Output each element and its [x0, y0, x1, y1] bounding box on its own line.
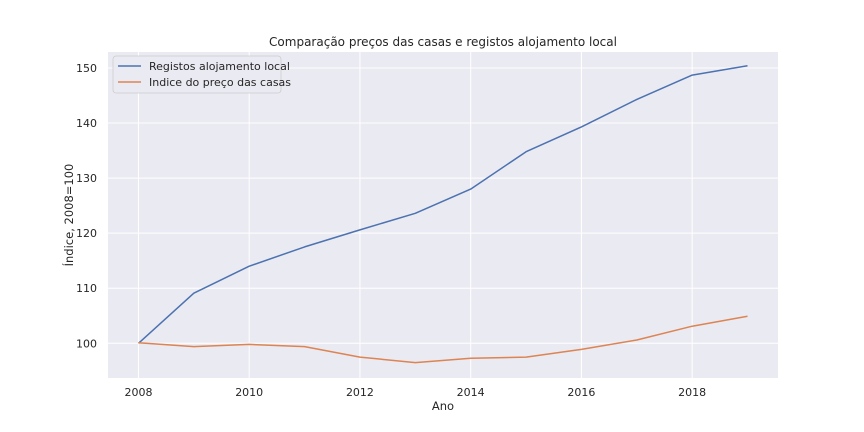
tick-labels: 100 110 120 130 140 150 2008 2010 2012 2014 2016 20…	[76, 62, 706, 399]
grid-lines	[108, 52, 778, 378]
legend-label-indice: Indice do preço das casas	[149, 76, 291, 89]
x-axis-title: Ano	[432, 399, 454, 413]
legend: Registos alojamento local Indice do preç…	[112, 55, 291, 94]
x-tick-label: 2012	[346, 386, 374, 399]
series-line-0	[137, 65, 748, 344]
y-tick-label: 130	[76, 172, 97, 185]
y-axis-title: Índice, 2008=100	[61, 164, 76, 267]
y-tick-label: 150	[76, 62, 97, 75]
x-tick-label: 2018	[678, 386, 706, 399]
legend-box	[112, 55, 282, 94]
x-tick-label: 2016	[567, 386, 595, 399]
y-tick-label: 100	[76, 337, 97, 350]
legend-label-registos: Registos alojamento local	[149, 60, 290, 73]
x-tick-label: 2010	[235, 386, 263, 399]
y-tick-label: 110	[76, 282, 97, 295]
y-tick-label: 140	[76, 117, 97, 130]
chart-title: Comparação preços das casas e registos a…	[269, 35, 617, 49]
series-lines	[137, 65, 748, 364]
plot-area	[108, 52, 778, 378]
series-line-1	[138, 315, 748, 364]
x-tick-label: 2014	[457, 386, 485, 399]
y-tick-label: 120	[76, 227, 97, 240]
x-tick-label: 2008	[124, 386, 152, 399]
